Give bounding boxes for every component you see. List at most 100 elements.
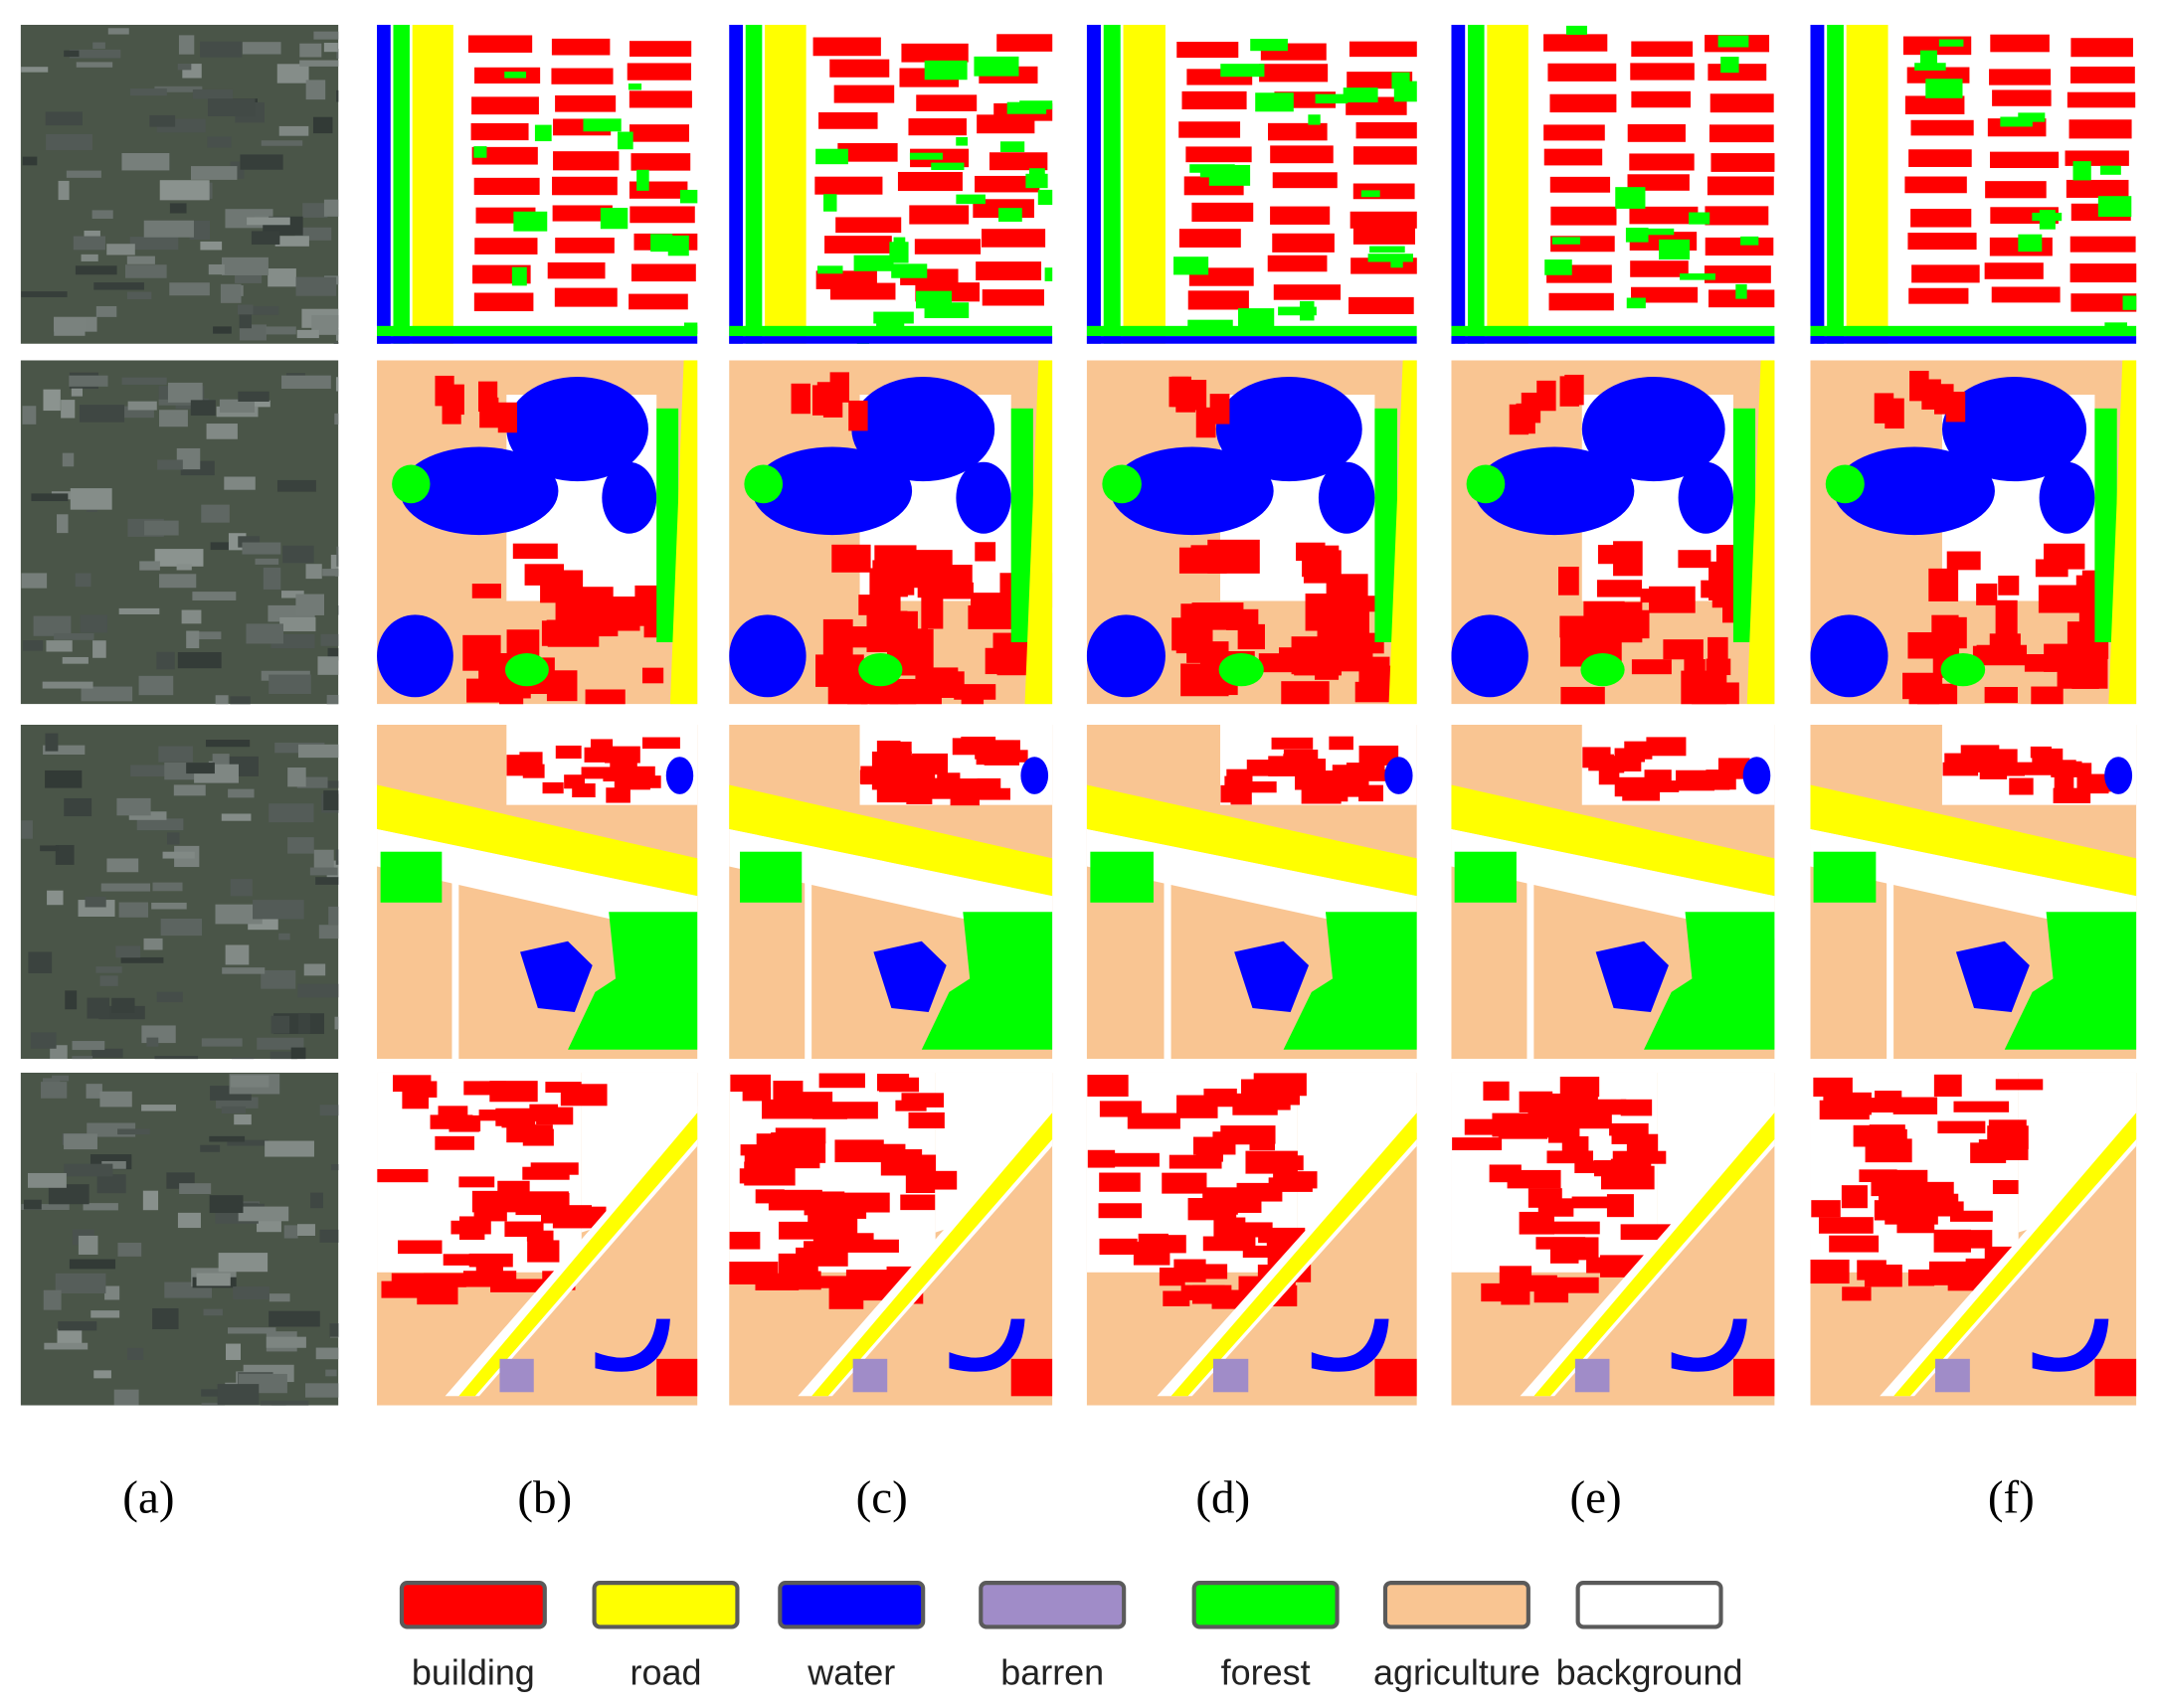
texture bbox=[276, 479, 316, 492]
forest bbox=[1237, 308, 1275, 330]
texture bbox=[296, 776, 328, 788]
forest bbox=[1940, 653, 1986, 687]
forest bbox=[974, 56, 1019, 77]
forest bbox=[1720, 57, 1739, 74]
building bbox=[2069, 263, 2137, 283]
texture bbox=[215, 904, 263, 925]
building bbox=[1507, 1169, 1561, 1189]
texture bbox=[64, 797, 92, 817]
building bbox=[1178, 547, 1227, 574]
water bbox=[1451, 614, 1528, 698]
building bbox=[506, 629, 540, 658]
forest bbox=[1626, 297, 1646, 309]
building bbox=[530, 1162, 579, 1175]
texture bbox=[234, 1113, 252, 1125]
texture bbox=[57, 1328, 83, 1345]
building bbox=[1928, 568, 1959, 601]
texture bbox=[336, 49, 339, 60]
forest bbox=[999, 141, 1025, 153]
building bbox=[921, 787, 954, 799]
building bbox=[2024, 654, 2056, 672]
building bbox=[1481, 1282, 1528, 1302]
segmentation-map bbox=[1810, 24, 2137, 344]
water bbox=[1955, 940, 2030, 1013]
building bbox=[585, 689, 626, 705]
texture bbox=[196, 1273, 231, 1286]
forest bbox=[1037, 189, 1053, 206]
building bbox=[1178, 121, 1241, 138]
texture bbox=[176, 564, 192, 571]
texture bbox=[106, 244, 135, 256]
building bbox=[1928, 1261, 1970, 1285]
building bbox=[1550, 206, 1617, 226]
building bbox=[982, 289, 1044, 306]
texture bbox=[309, 867, 338, 876]
region bbox=[729, 325, 1053, 337]
water bbox=[400, 446, 559, 536]
segmentation-map bbox=[1810, 360, 2137, 705]
building bbox=[1352, 228, 1416, 245]
forest bbox=[956, 194, 986, 205]
building bbox=[555, 238, 615, 254]
building bbox=[629, 90, 692, 108]
legend-label: barren bbox=[1000, 1651, 1104, 1692]
building bbox=[1176, 41, 1239, 59]
forest bbox=[2039, 210, 2056, 230]
building bbox=[438, 1106, 468, 1123]
region bbox=[393, 24, 410, 344]
building bbox=[1692, 682, 1739, 705]
texture bbox=[263, 567, 281, 590]
texture bbox=[201, 1402, 226, 1406]
texture bbox=[231, 1057, 255, 1060]
texture bbox=[65, 990, 78, 1010]
building bbox=[848, 400, 868, 431]
building bbox=[740, 1144, 779, 1156]
forest bbox=[1278, 306, 1317, 316]
building bbox=[1908, 287, 1969, 304]
building bbox=[1907, 1269, 1935, 1286]
building bbox=[829, 282, 896, 300]
building bbox=[1560, 686, 1605, 705]
building bbox=[834, 1139, 884, 1163]
building bbox=[630, 153, 691, 171]
texture bbox=[305, 564, 322, 580]
segmentation-map bbox=[377, 1072, 698, 1406]
texture bbox=[190, 166, 238, 180]
texture bbox=[336, 89, 339, 102]
region bbox=[1810, 325, 2137, 337]
building bbox=[1649, 586, 1696, 613]
texture bbox=[92, 42, 105, 50]
region bbox=[377, 336, 698, 344]
texture bbox=[92, 640, 106, 658]
building bbox=[1857, 1260, 1887, 1281]
texture bbox=[296, 329, 319, 339]
texture bbox=[257, 1220, 281, 1233]
barren bbox=[1934, 1358, 1970, 1393]
water bbox=[752, 446, 913, 536]
texture bbox=[117, 406, 154, 419]
building bbox=[831, 544, 871, 573]
texture bbox=[58, 1321, 97, 1331]
building bbox=[1612, 1150, 1667, 1164]
building bbox=[755, 1273, 800, 1290]
building bbox=[642, 737, 680, 750]
forest bbox=[1199, 166, 1223, 178]
texture bbox=[117, 1128, 150, 1135]
building bbox=[1904, 176, 1967, 194]
texture bbox=[269, 803, 314, 823]
texture bbox=[118, 607, 160, 614]
building bbox=[787, 1092, 833, 1104]
building bbox=[1549, 1248, 1579, 1264]
texture bbox=[318, 925, 339, 939]
texture bbox=[116, 797, 151, 816]
building bbox=[1646, 737, 1687, 757]
forest bbox=[924, 302, 970, 319]
region bbox=[805, 871, 812, 1060]
building bbox=[546, 619, 587, 642]
forest bbox=[392, 464, 431, 504]
texture bbox=[30, 1032, 57, 1049]
building bbox=[1547, 1221, 1600, 1235]
segmentation-map bbox=[1451, 1072, 1775, 1406]
texture bbox=[90, 1310, 120, 1318]
building bbox=[1268, 1177, 1313, 1192]
